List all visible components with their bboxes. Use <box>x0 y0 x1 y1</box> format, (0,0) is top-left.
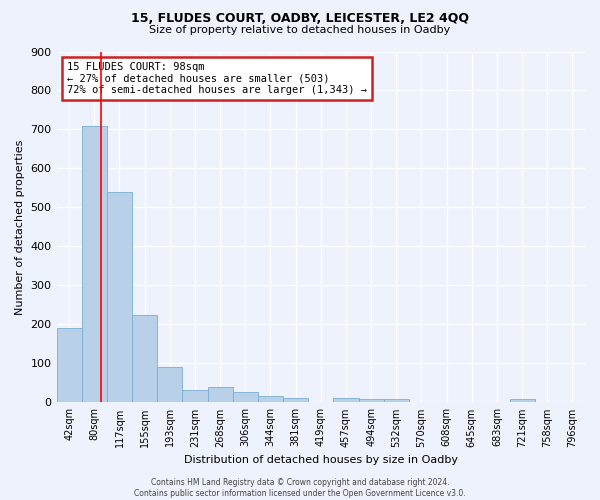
Bar <box>107 192 132 402</box>
Bar <box>334 398 359 402</box>
Bar <box>359 399 383 402</box>
Text: 15, FLUDES COURT, OADBY, LEICESTER, LE2 4QQ: 15, FLUDES COURT, OADBY, LEICESTER, LE2 … <box>131 12 469 26</box>
Y-axis label: Number of detached properties: Number of detached properties <box>15 140 25 314</box>
Bar <box>258 396 283 402</box>
Bar <box>132 314 157 402</box>
Bar <box>383 399 409 402</box>
Bar <box>82 126 107 402</box>
Text: Size of property relative to detached houses in Oadby: Size of property relative to detached ho… <box>149 25 451 35</box>
Bar <box>283 398 308 402</box>
Bar <box>208 387 233 402</box>
Bar <box>182 390 208 402</box>
Text: Contains HM Land Registry data © Crown copyright and database right 2024.
Contai: Contains HM Land Registry data © Crown c… <box>134 478 466 498</box>
Bar <box>56 328 82 402</box>
Text: 15 FLUDES COURT: 98sqm
← 27% of detached houses are smaller (503)
72% of semi-de: 15 FLUDES COURT: 98sqm ← 27% of detached… <box>67 62 367 95</box>
Bar <box>157 368 182 402</box>
Bar <box>509 398 535 402</box>
Bar <box>233 392 258 402</box>
X-axis label: Distribution of detached houses by size in Oadby: Distribution of detached houses by size … <box>184 455 458 465</box>
